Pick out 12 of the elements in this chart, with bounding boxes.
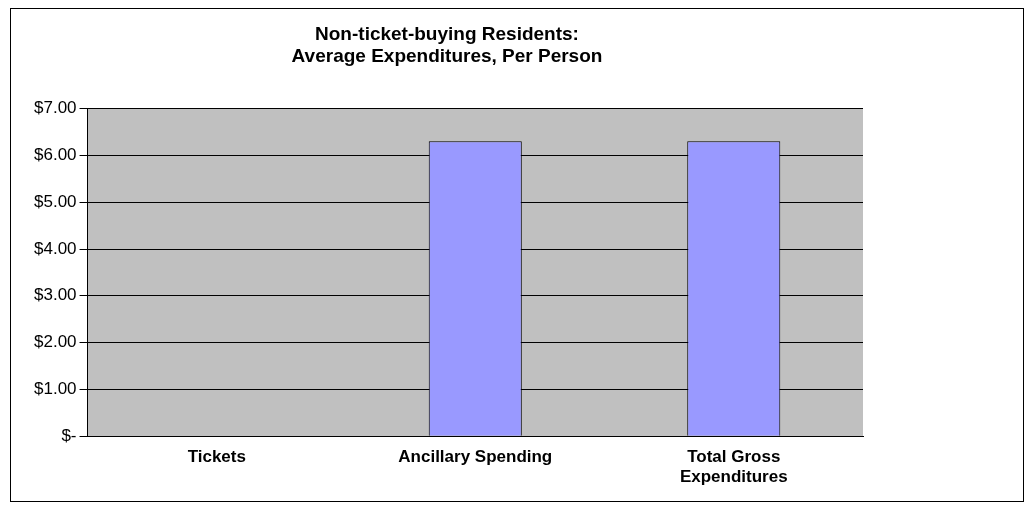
y-tick-label: $2.00 <box>33 332 77 352</box>
y-tick-label: $3.00 <box>33 285 77 305</box>
y-tick-label: $6.00 <box>33 145 77 165</box>
y-tick-label: $- <box>61 425 77 445</box>
x-tick-label: Total Gross Expenditures <box>679 447 788 487</box>
y-tick-label: $7.00 <box>33 98 77 118</box>
x-tick-label: Tickets <box>187 447 246 467</box>
y-tick-label: $1.00 <box>33 379 77 399</box>
x-tick-label: Ancillary Spending <box>398 447 553 467</box>
y-tick-label: $5.00 <box>33 191 77 211</box>
y-tick-label: $4.00 <box>33 238 77 258</box>
chart-title: Non-ticket-buying Residents: Average Expenditures, Per Person <box>291 22 603 67</box>
